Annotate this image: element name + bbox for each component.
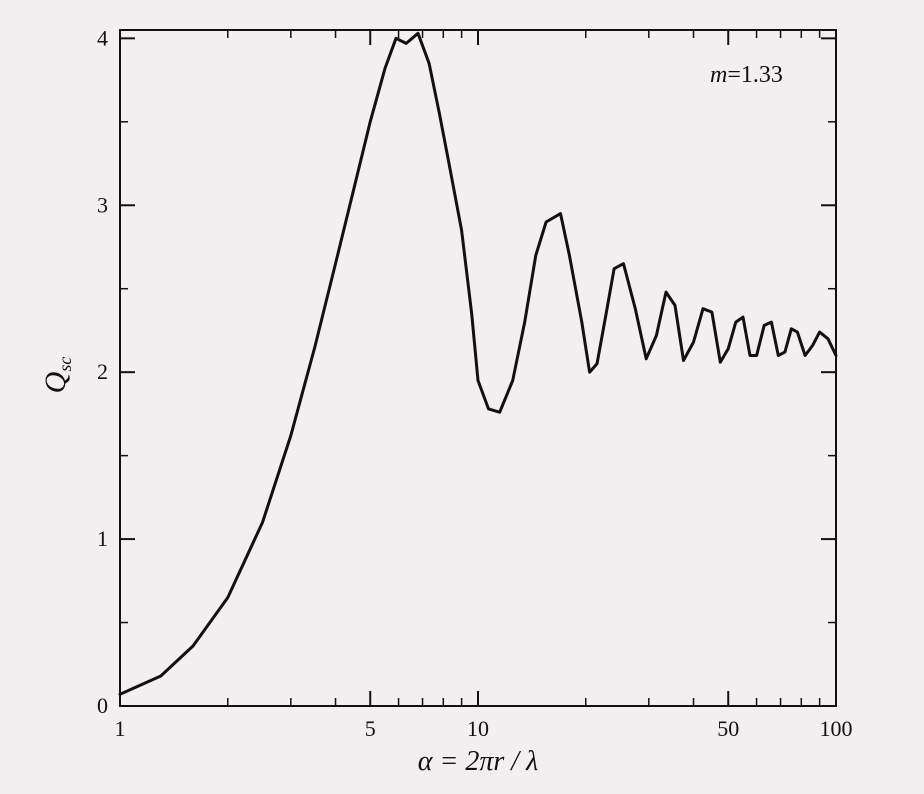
data-point <box>812 344 814 347</box>
x-tick-label: 100 <box>820 716 853 741</box>
data-point <box>535 254 537 256</box>
x-tick-label: 10 <box>467 716 489 741</box>
data-point <box>804 354 806 357</box>
data-point <box>471 313 473 315</box>
data-point <box>605 313 607 315</box>
data-point <box>395 37 397 39</box>
annotation-value: =1.33 <box>727 62 783 88</box>
data-point <box>160 675 162 677</box>
data-point <box>369 121 371 123</box>
data-point <box>735 321 737 323</box>
data-point <box>742 316 744 318</box>
annotation-var: m <box>710 62 727 88</box>
data-point <box>353 188 355 190</box>
series-line <box>118 31 838 696</box>
annotation: m=1.33 <box>710 62 783 88</box>
data-point <box>796 331 799 333</box>
data-point <box>487 408 490 410</box>
data-point <box>682 359 685 362</box>
x-axis-title: α = 2πr / λ <box>418 746 538 777</box>
y-axis-title: Qsc <box>39 357 75 394</box>
data-point <box>819 331 821 333</box>
data-point <box>665 291 667 293</box>
data-point <box>512 379 514 382</box>
data-point <box>596 363 598 365</box>
data-point <box>290 435 292 437</box>
data-point <box>227 596 229 599</box>
data-point <box>417 32 419 34</box>
data-point <box>756 354 758 357</box>
data-point <box>428 62 430 64</box>
data-point <box>384 67 386 69</box>
y-tick-label: 0 <box>97 693 108 718</box>
y-axis-title-sub: sc <box>55 357 75 372</box>
x-tick-label: 50 <box>717 716 739 741</box>
data-point <box>192 645 194 647</box>
y-tick-label: 3 <box>97 192 108 217</box>
y-tick-label: 1 <box>97 526 108 551</box>
y-axis-title-main: Q <box>39 371 72 393</box>
y-tick-label: 2 <box>97 359 108 384</box>
data-point <box>749 354 751 357</box>
data-point <box>835 354 837 357</box>
data-point <box>438 112 440 115</box>
data-point <box>559 213 562 215</box>
data-point <box>770 321 773 323</box>
data-point <box>711 311 713 313</box>
data-point <box>727 348 729 350</box>
data-point <box>261 521 264 524</box>
data-point <box>334 263 337 265</box>
data-point <box>702 308 704 310</box>
data-point <box>405 42 407 45</box>
data-point <box>674 304 676 306</box>
data-point <box>448 162 450 165</box>
data-point <box>692 341 695 343</box>
data-point <box>568 254 571 256</box>
data-point <box>784 351 786 353</box>
data-point <box>545 221 547 223</box>
data-point <box>499 411 501 413</box>
data-point <box>524 321 526 323</box>
data-point <box>790 328 792 330</box>
x-tick-label: 1 <box>115 716 126 741</box>
data-point <box>581 321 583 323</box>
data-point <box>589 371 591 373</box>
data-point <box>477 379 479 382</box>
data-point <box>314 346 316 348</box>
data-point <box>622 263 625 265</box>
data-point <box>645 358 647 360</box>
y-tick-label: 4 <box>97 25 108 50</box>
data-point <box>777 354 779 357</box>
data-point <box>719 361 721 363</box>
data-point <box>827 338 829 340</box>
x-tick-label: 5 <box>365 716 376 741</box>
data-point <box>119 693 121 695</box>
data-point <box>461 229 463 231</box>
data-point <box>613 268 615 270</box>
data-point <box>634 308 636 310</box>
data-point <box>655 334 658 337</box>
data-point <box>763 324 765 326</box>
